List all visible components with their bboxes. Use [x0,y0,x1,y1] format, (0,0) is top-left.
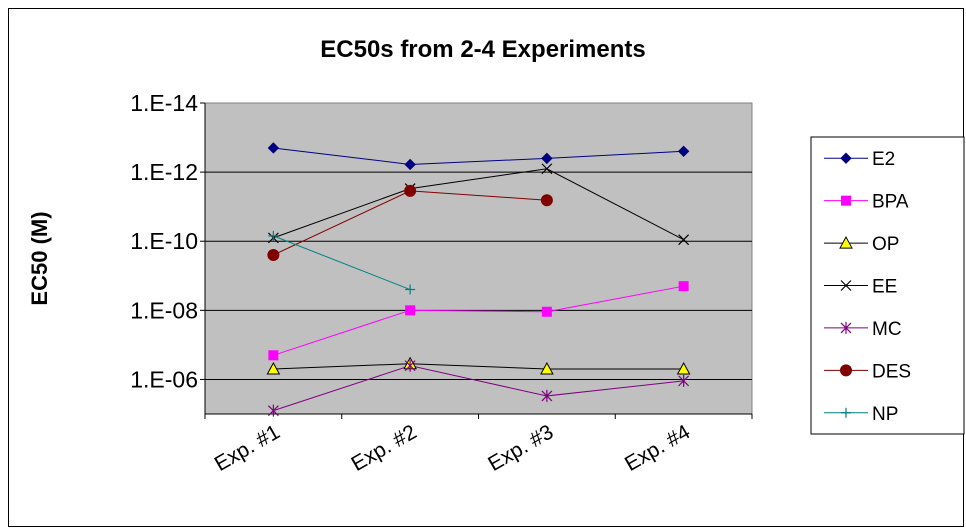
series-line-mc [273,365,684,412]
y-tick-label: 1.E-08 [130,297,198,323]
data-point-e2 [541,152,553,165]
data-point-e2 [267,142,280,154]
legend-label-bpa: BPA [872,192,909,213]
data-point-op [266,361,281,375]
data-point-e2 [677,145,690,158]
data-point-np [405,284,416,295]
x-tick-label: Exp. #2 [347,420,420,476]
legend-marker-mc [840,321,852,334]
data-point-np [268,230,279,241]
y-tick-label: 1.E-10 [130,228,198,254]
series-line-ee [273,168,684,241]
x-tick-label: Exp. #4 [621,420,694,476]
legend-label-ee: EE [872,277,897,298]
series-line-bpa [273,285,684,356]
data-point-e2 [404,158,416,171]
data-point-bpa [268,350,279,361]
data-point-mc [541,389,553,402]
y-tick-label: 1.E-12 [130,159,198,185]
series-line-np [273,235,411,290]
y-axis-label: EC50 (M) [27,211,52,305]
legend-marker-e2 [840,152,852,164]
data-point-bpa [405,305,416,316]
data-point-des [404,184,417,197]
data-point-bpa [541,306,552,317]
legend-marker-op [839,236,853,249]
data-point-ee [678,234,690,246]
data-point-mc [404,359,416,372]
data-point-bpa [678,281,689,292]
legend-marker-ee [840,280,852,291]
chart-title: EC50s from 2-4 Experiments [320,36,645,63]
data-point-op [676,361,691,375]
x-tick-label: Exp. #1 [211,420,284,476]
plot-area [204,102,753,415]
legend-label-e2: E2 [872,149,895,170]
legend-label-mc: MC [872,319,902,340]
data-point-des [540,194,553,207]
series-line-op [273,363,684,370]
legend-marker-np [841,407,851,418]
data-point-mc [267,404,279,417]
y-tick-label: 1.E-06 [130,366,198,392]
data-point-mc [678,374,690,387]
series-line-e2 [273,147,684,165]
y-tick-label: 1.E-14 [130,90,198,116]
legend-label-des: DES [872,361,911,382]
legend-marker-des [840,364,852,377]
legend-label-op: OP [872,234,899,255]
x-tick-label: Exp. #3 [484,420,557,476]
data-point-ee [541,163,553,175]
legend-label-np: NP [872,404,898,425]
data-point-op [540,361,554,375]
legend-marker-bpa [841,195,851,206]
data-point-des [267,248,280,261]
